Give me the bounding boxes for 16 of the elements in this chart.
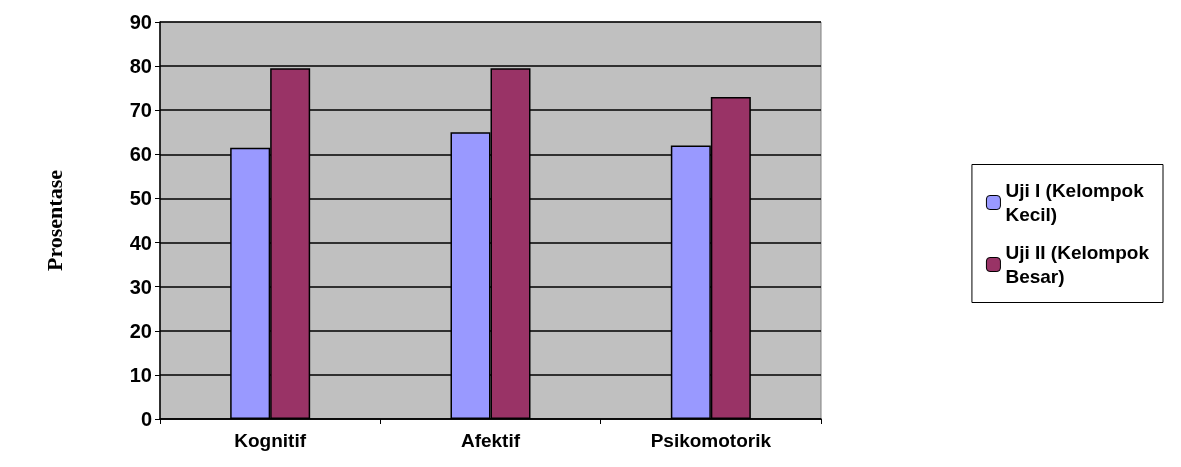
- y-tick-label: 10: [129, 363, 152, 386]
- y-tick-label: 30: [129, 275, 152, 298]
- x-tick-label: Kognitif: [234, 430, 307, 451]
- legend-label: Uji I (Kelompok Kecil): [1005, 180, 1145, 225]
- y-axis-title: Prosentase: [41, 169, 67, 272]
- x-tick-label: Afektif: [460, 430, 521, 451]
- y-tick-label: 20: [129, 319, 152, 342]
- y-tick-label: 70: [129, 99, 152, 122]
- x-tick-label: Psikomotorik: [650, 430, 772, 451]
- y-tick-label: 80: [129, 55, 152, 78]
- y-tick-label: 40: [129, 231, 152, 254]
- y-tick-label: 60: [129, 143, 152, 166]
- y-tick-label: 50: [129, 187, 152, 210]
- y-tick-label: 0: [140, 408, 152, 430]
- legend-label: Uji II (Kelompok Besar): [1005, 242, 1150, 287]
- y-tick-label: 90: [129, 11, 152, 33]
